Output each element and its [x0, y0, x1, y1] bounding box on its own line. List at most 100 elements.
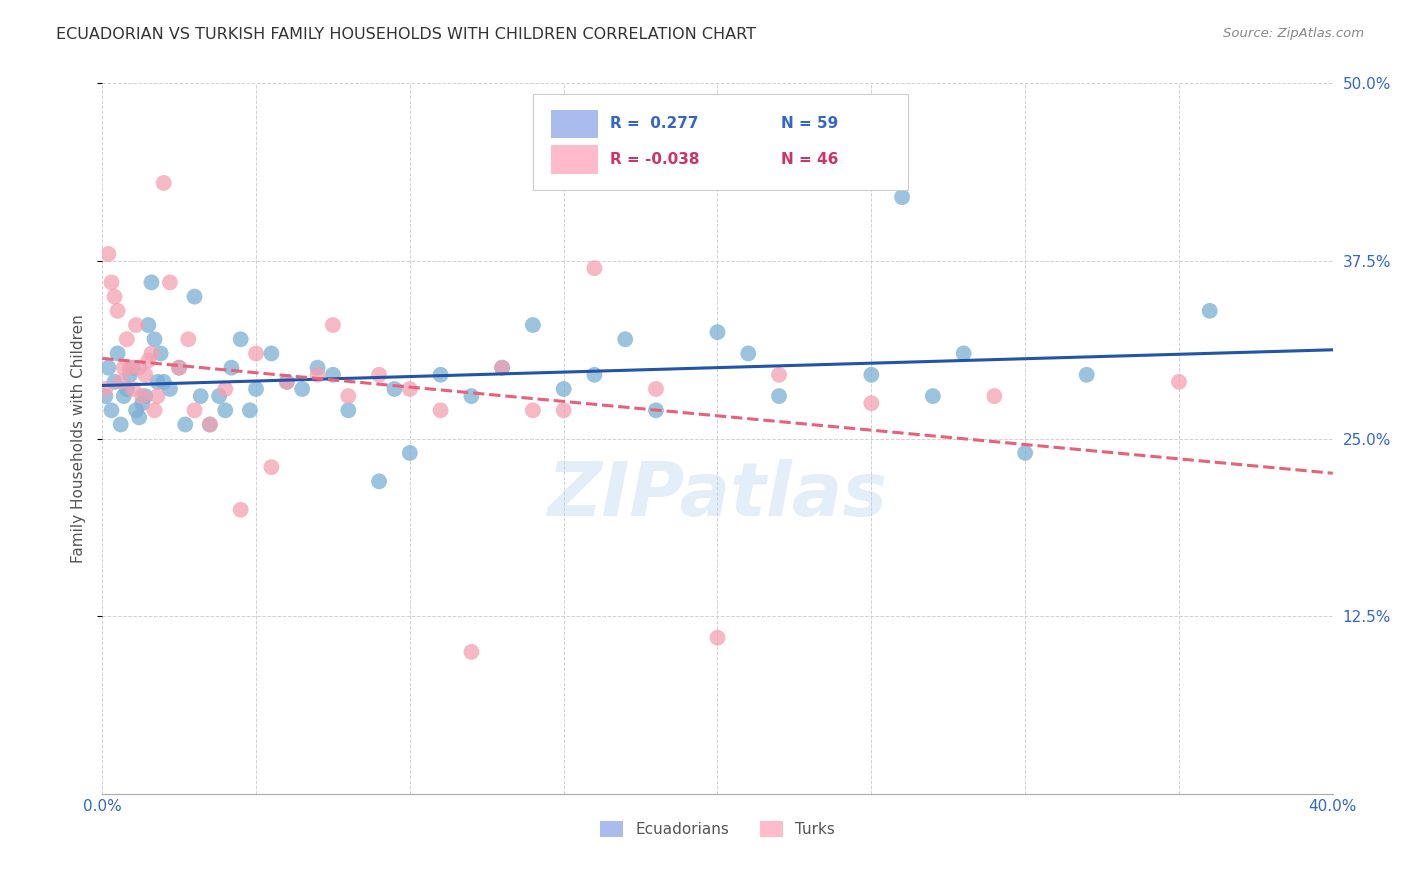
Point [368, 475, 391, 489]
Point [368, 368, 391, 382]
Point [737, 346, 759, 360]
Point [138, 318, 160, 332]
Point [322, 318, 344, 332]
Bar [551, 110, 598, 138]
Bar [551, 145, 598, 174]
Point [553, 382, 575, 396]
Point [214, 403, 236, 417]
Point [229, 503, 252, 517]
Point [122, 360, 145, 375]
Point [138, 353, 160, 368]
Point [159, 276, 181, 290]
Point [94, 389, 117, 403]
Point [276, 375, 298, 389]
Point [322, 368, 344, 382]
Point [645, 382, 668, 396]
Point [384, 382, 406, 396]
Point [103, 290, 125, 304]
Point [307, 368, 329, 382]
Point [291, 382, 314, 396]
Point [921, 389, 943, 403]
Point [429, 368, 451, 382]
Point [110, 375, 132, 389]
Point [134, 368, 156, 382]
Point [583, 261, 606, 276]
Point [115, 332, 138, 346]
Point [128, 410, 150, 425]
Point [141, 346, 163, 360]
Point [143, 403, 166, 417]
Text: N = 59: N = 59 [782, 117, 839, 131]
Point [860, 396, 883, 410]
Point [768, 368, 790, 382]
Point [107, 346, 129, 360]
Point [337, 403, 360, 417]
Point [952, 346, 974, 360]
Point [97, 360, 120, 375]
Point [125, 403, 148, 417]
Point [159, 382, 181, 396]
Point [103, 375, 125, 389]
Point [983, 389, 1005, 403]
Point [115, 382, 138, 396]
FancyBboxPatch shape [533, 94, 908, 190]
Point [112, 389, 135, 403]
Text: R =  0.277: R = 0.277 [610, 117, 699, 131]
Point [112, 360, 135, 375]
Point [100, 276, 122, 290]
Point [583, 368, 606, 382]
Point [152, 176, 174, 190]
Point [260, 346, 283, 360]
Y-axis label: Family Households with Children: Family Households with Children [72, 314, 86, 563]
Point [706, 631, 728, 645]
Point [167, 360, 190, 375]
Point [100, 403, 122, 417]
Point [1168, 375, 1191, 389]
Point [146, 389, 169, 403]
Point [645, 403, 668, 417]
Legend: Ecuadorians, Turks: Ecuadorians, Turks [595, 815, 841, 843]
Point [167, 360, 190, 375]
Point [118, 360, 141, 375]
Point [143, 332, 166, 346]
Point [1014, 446, 1036, 460]
Point [460, 389, 482, 403]
Point [1198, 303, 1220, 318]
Point [107, 303, 129, 318]
Point [860, 368, 883, 382]
Text: R = -0.038: R = -0.038 [610, 152, 700, 167]
Point [118, 368, 141, 382]
Point [706, 325, 728, 339]
Point [1076, 368, 1098, 382]
Point [768, 389, 790, 403]
Text: ZIPatlas: ZIPatlas [547, 459, 887, 532]
Point [214, 382, 236, 396]
Text: ECUADORIAN VS TURKISH FAMILY HOUSEHOLDS WITH CHILDREN CORRELATION CHART: ECUADORIAN VS TURKISH FAMILY HOUSEHOLDS … [56, 27, 756, 42]
Point [239, 403, 262, 417]
Point [553, 403, 575, 417]
Point [134, 389, 156, 403]
Text: Source: ZipAtlas.com: Source: ZipAtlas.com [1223, 27, 1364, 40]
Point [128, 360, 150, 375]
Text: N = 46: N = 46 [782, 152, 839, 167]
Point [399, 446, 422, 460]
Point [131, 389, 153, 403]
Point [614, 332, 637, 346]
Point [522, 318, 544, 332]
Point [174, 417, 197, 432]
Point [460, 645, 482, 659]
Point [149, 346, 172, 360]
Point [190, 389, 212, 403]
Point [229, 332, 252, 346]
Point [97, 247, 120, 261]
Point [491, 360, 513, 375]
Point [276, 375, 298, 389]
Point [399, 382, 422, 396]
Point [491, 360, 513, 375]
Point [183, 290, 205, 304]
Point [337, 389, 360, 403]
Point [198, 417, 221, 432]
Point [177, 332, 200, 346]
Point [152, 375, 174, 389]
Point [221, 360, 243, 375]
